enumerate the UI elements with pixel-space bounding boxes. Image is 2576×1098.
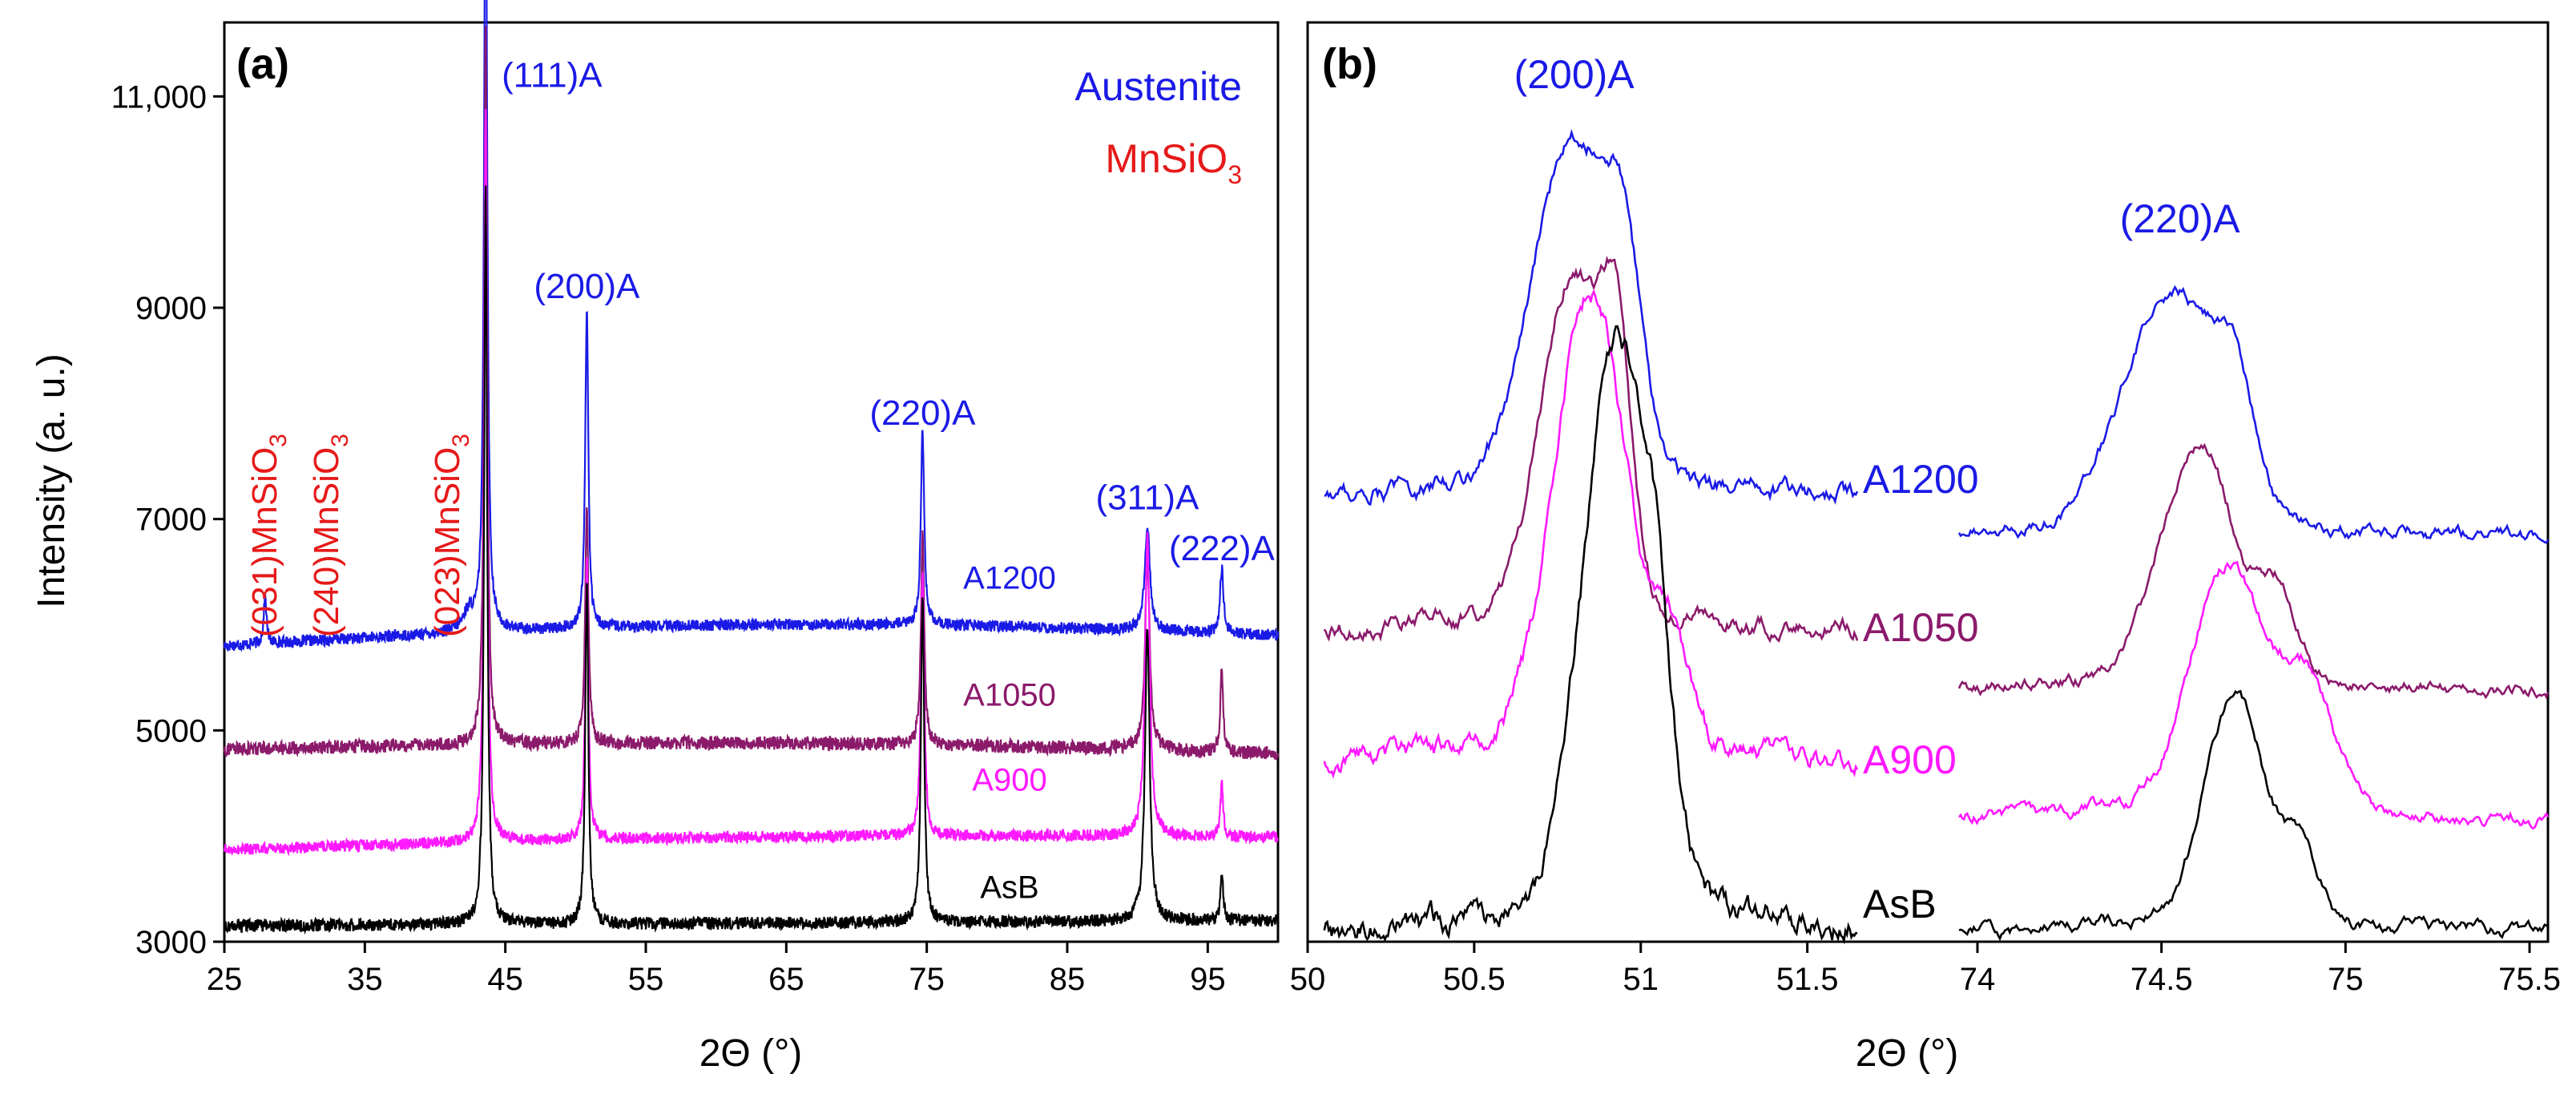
series-label-b-a1200: A1200	[1863, 457, 1979, 502]
peak-label: (111)A	[502, 55, 603, 95]
peak-label: (311)A	[1096, 478, 1199, 518]
series-line-asb	[223, 185, 1280, 935]
panel-a-annotations: (111)A (200)A (220)A (311)A (222)A (031)MnSiO…	[245, 55, 1275, 637]
b-x-tick-label: 50	[1290, 962, 1326, 997]
vertical-peak-label-text: (023)MnSiO3	[428, 434, 474, 637]
panel-a-frame	[223, 21, 1280, 943]
series-line-a900	[223, 108, 1279, 857]
b-x-tick-label: 50.5	[1443, 962, 1506, 997]
series-label-asb: AsB	[980, 870, 1038, 906]
panel-a-legend: Austenite MnSiO3	[1075, 64, 1242, 189]
series-line-a1200	[223, 0, 1280, 653]
y-tick-label: 5000	[135, 713, 207, 749]
series-label-a1050: A1050	[963, 677, 1056, 712]
panel-b-frame	[1306, 21, 2550, 943]
panel-b-x-ticks: 50 50.5 51 51.5 74 74.5 75 75.5	[1290, 942, 2561, 997]
peak-label: (200)A	[534, 267, 640, 306]
b-peak-label: (200)A	[1514, 52, 1635, 97]
y-tick-label: 7000	[135, 503, 207, 538]
panel-a-plot-area: A1200 A1050 A900 AsB	[223, 0, 1280, 935]
b-x-tick-label: 75.5	[2498, 962, 2561, 997]
b-x-tick-label: 75	[2328, 962, 2364, 997]
panel-a: A1200 A1050 A900 AsB 3000 5000 7000 9000 11,000…	[30, 0, 1280, 1075]
y-tick-label: 9000	[135, 291, 207, 326]
vertical-peak-label: (023)MnSiO3	[428, 434, 474, 637]
series-line-a900-seg1	[1323, 289, 1859, 779]
legend-entry-austenite: Austenite	[1075, 64, 1242, 109]
panel-a-x-axis-label: 2Θ (°)	[699, 1032, 803, 1075]
panel-b: A1200 A1050 A900 AsB 50 50.5 51 51.5 74 74.5 75 75…	[1290, 21, 2561, 1075]
series-label-b-a1050: A1050	[1863, 605, 1979, 650]
series-line-asb-seg1	[1323, 325, 1858, 945]
legend-entry-mnsio3: MnSiO3	[1105, 136, 1242, 189]
series-label-a1200: A1200	[963, 561, 1056, 596]
vertical-peak-label: (240)MnSiO3	[307, 434, 353, 637]
series-line-a1200-seg1	[1324, 128, 1859, 507]
x-tick-label: 95	[1190, 962, 1226, 997]
panel-a-label: (a)	[236, 40, 289, 88]
b-peak-label: (220)A	[2120, 196, 2241, 241]
panel-b-annotations: (200)A (220)A	[1514, 52, 2241, 241]
x-tick-label: 85	[1050, 962, 1086, 997]
vertical-peak-label-text: (031)MnSiO3	[245, 434, 292, 637]
peak-label: (220)A	[869, 394, 976, 433]
b-x-tick-label: 51.5	[1776, 962, 1839, 997]
series-line-asb-seg2	[1958, 689, 2549, 942]
series-line-a1200-seg2	[1957, 285, 2550, 544]
x-tick-label: 75	[909, 962, 945, 997]
vertical-peak-subscript: 3	[265, 434, 292, 447]
x-tick-label: 65	[768, 962, 804, 997]
series-label-a900: A900	[972, 762, 1046, 797]
x-tick-label: 45	[487, 962, 523, 997]
y-tick-label: 11,000	[111, 79, 207, 115]
x-tick-label: 35	[347, 962, 383, 997]
b-x-tick-label: 51	[1623, 962, 1659, 997]
series-line-a1050-seg2	[1957, 442, 2550, 700]
panel-b-plot-area: A1200 A1050 A900 AsB	[1323, 128, 2550, 945]
panel-a-y-axis-label: Intensity (a. u.)	[30, 353, 73, 608]
b-x-tick-label: 74	[1960, 962, 1996, 997]
peak-label: (222)A	[1169, 529, 1276, 568]
panel-a-y-ticks: 3000 5000 7000 9000 11,000	[111, 79, 224, 960]
legend-subscript: 3	[1228, 160, 1242, 189]
series-line-a900-seg2	[1957, 560, 2550, 830]
panel-a-x-ticks: 25 35 45 55 65 75 85 95	[207, 942, 1226, 997]
series-label-b-a900: A900	[1863, 737, 1957, 782]
series-label-b-asb: AsB	[1863, 882, 1937, 926]
y-tick-label: 3000	[135, 925, 207, 960]
x-tick-label: 25	[207, 962, 243, 997]
vertical-peak-label-text: (240)MnSiO3	[307, 434, 353, 637]
b-x-tick-label: 74.5	[2131, 962, 2193, 997]
x-tick-label: 55	[628, 962, 664, 997]
panel-b-label: (b)	[1322, 40, 1377, 88]
series-line-a1050	[223, 26, 1280, 761]
vertical-peak-subscript: 3	[448, 434, 474, 447]
series-line-a1050-seg1	[1323, 255, 1859, 644]
vertical-peak-label: (031)MnSiO3	[245, 434, 292, 637]
vertical-peak-subscript: 3	[327, 434, 353, 447]
panel-b-x-axis-label: 2Θ (°)	[1856, 1032, 1959, 1075]
